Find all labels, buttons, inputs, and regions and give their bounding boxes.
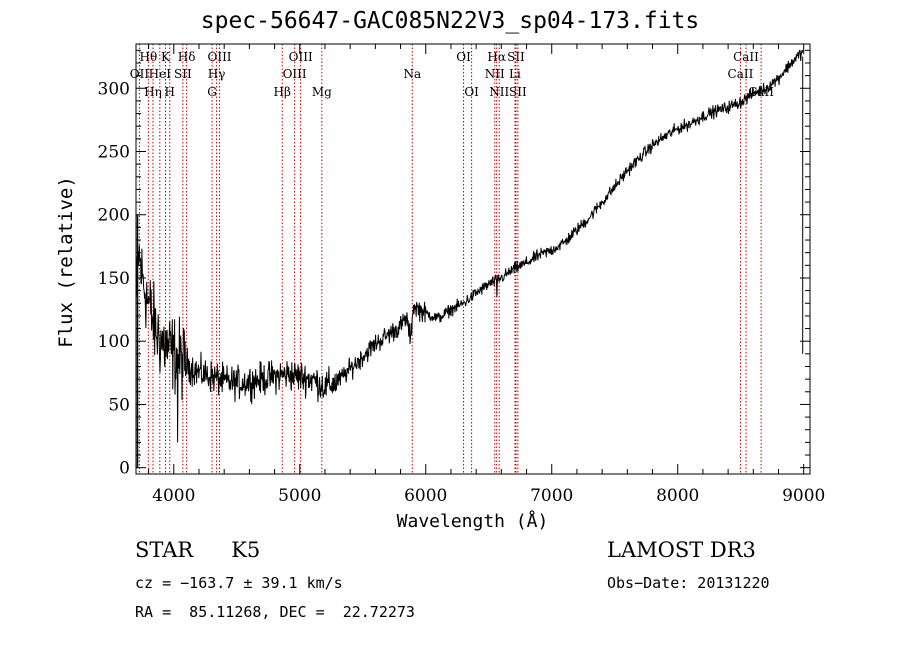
spectral-line-label: NII: [485, 67, 505, 81]
spectral-line-label: H: [165, 85, 175, 99]
object-class: STAR: [135, 538, 194, 562]
ra-dec-coordinates: RA = 85.11268, DEC = 22.72273: [135, 603, 415, 621]
x-tick-label: 6000: [404, 486, 447, 506]
spectral-line-label: Hδ: [178, 50, 196, 64]
spectral-line-label: CaII: [728, 67, 754, 81]
spectral-line-label: Li: [509, 67, 521, 81]
x-tick-label: 5000: [278, 486, 321, 506]
spectral-line-label: HeI: [149, 67, 172, 81]
x-tick-label: 8000: [656, 486, 699, 506]
x-tick-label: 4000: [152, 486, 195, 506]
spectral-line-label: SII: [507, 50, 525, 64]
spectral-line-label: SII: [174, 67, 192, 81]
spectral-line-label: OIII: [289, 50, 313, 64]
spectrum-series: [136, 49, 804, 443]
spectral-line-label: Na: [403, 67, 421, 81]
spectral-line-label: NII: [489, 85, 509, 99]
y-tick-label: 300: [98, 79, 130, 99]
classification: STAR K5: [135, 538, 298, 562]
spectral-line-label: SII: [509, 85, 527, 99]
x-tick-label: 7000: [530, 486, 573, 506]
chart-title: spec-56647-GAC085N22V3_sp04-173.fits: [200, 8, 700, 34]
spectral-line-label: Hθ: [139, 50, 157, 64]
spectral-line-label: OI: [464, 85, 479, 99]
spectral-line-label: Mg: [312, 85, 332, 99]
redshift-velocity: cz = −163.7 ± 39.1 km/s: [135, 574, 343, 592]
survey-name: LAMOST DR3: [607, 538, 756, 562]
object-subclass: K5: [231, 538, 261, 562]
spectral-line-label: CaII: [733, 50, 759, 64]
spectral-line-label: Hβ: [274, 85, 291, 99]
spectral-line-label: Hα: [487, 50, 506, 64]
spectral-line-label: OIII: [207, 50, 231, 64]
y-tick-label: 100: [98, 332, 130, 352]
x-tick-label: 9000: [782, 486, 825, 506]
spectral-line-label: Hγ: [208, 67, 226, 81]
y-tick-label: 200: [98, 206, 130, 226]
observation-date: Obs−Date: 20131220: [607, 574, 770, 592]
spectral-line-label: G: [207, 85, 217, 99]
y-tick-label: 150: [98, 269, 130, 289]
spectral-line-label: OII: [130, 67, 150, 81]
plot-frame: [135, 43, 811, 475]
spectral-line-label: K: [161, 50, 171, 64]
spectral-line-label: OI: [456, 50, 471, 64]
spectral-line-label: OIII: [283, 67, 307, 81]
y-tick-label: 50: [108, 395, 130, 415]
spectral-line-label: Hη: [144, 85, 162, 99]
y-tick-label: 0: [119, 459, 130, 479]
x-axis-label: Wavelength (Å): [396, 511, 549, 532]
y-tick-label: 250: [98, 143, 130, 163]
